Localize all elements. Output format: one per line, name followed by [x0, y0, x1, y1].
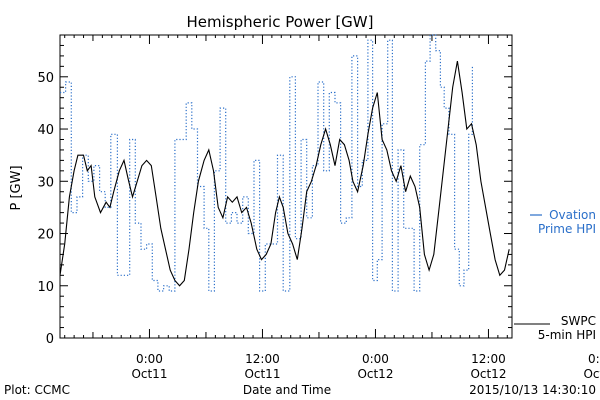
x-tick-date-label: Oct11: [131, 367, 167, 381]
y-tick-label: 20: [37, 228, 54, 243]
y-tick-label: 50: [37, 71, 54, 86]
legend-label-ovation-line1: Ovation: [549, 208, 596, 222]
chart-title: Hemispheric Power [GW]: [187, 13, 374, 31]
y-tick-label: 0: [46, 332, 54, 347]
x-tick-time-label: 0:00: [362, 352, 389, 366]
x-tick-time-label: 0:00: [588, 352, 600, 366]
x-tick-time-label: 12:00: [245, 352, 280, 366]
footer-plot-credit: Plot: CCMC: [4, 383, 70, 397]
series-ovation-prime-hpi: [60, 34, 473, 292]
series-layer: [59, 34, 510, 292]
series-swpc-5min-hpi: [59, 61, 510, 287]
x-tick-date-label: Oct11: [244, 367, 280, 381]
plot-frame: [59, 34, 513, 339]
y-tick-label: 10: [37, 280, 54, 295]
y-tick-label: 40: [37, 123, 54, 138]
legend-label-swpc-line2: 5-min HPI: [538, 328, 596, 342]
y-axis-label: P [GW]: [9, 165, 24, 210]
x-tick-time-label: 12:00: [471, 352, 506, 366]
y-axis: 0 10 20 30 40 50: [37, 34, 512, 347]
y-tick-label: 30: [37, 175, 54, 190]
x-tick-date-label: Oct12: [470, 367, 506, 381]
x-tick-time-label: 0:00: [136, 352, 163, 366]
x-tick-date-label: Oct13: [583, 367, 600, 381]
x-tick-date-label: Oct12: [357, 367, 393, 381]
x-axis: 0:00Oct1112:00Oct110:00Oct1212:00Oct120:…: [64, 35, 600, 381]
footer-timestamp: 2015/10/13 14:30:10: [469, 383, 596, 397]
legend-label-swpc-line1: SWPC: [561, 314, 596, 328]
legend-label-ovation-line2: Prime HPI: [538, 222, 596, 236]
x-axis-label: Date and Time: [243, 383, 331, 397]
